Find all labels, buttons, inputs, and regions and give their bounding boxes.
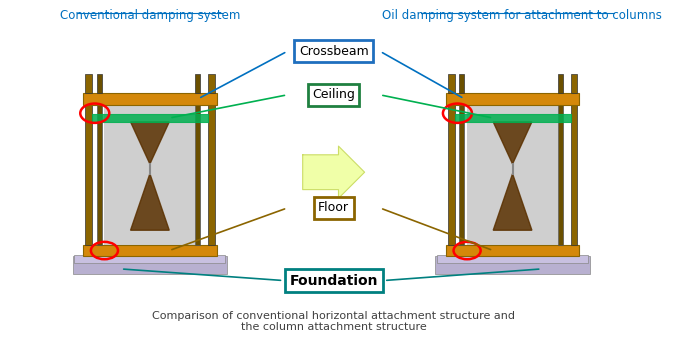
Bar [448, 93, 455, 245]
Bar [195, 93, 200, 245]
Bar [558, 93, 563, 245]
Bar [104, 93, 195, 245]
Bar [97, 74, 101, 93]
Bar [208, 93, 215, 245]
Bar [467, 93, 558, 245]
Bar [571, 74, 578, 93]
Bar [72, 256, 227, 274]
Bar [195, 74, 200, 93]
Polygon shape [130, 122, 169, 164]
Polygon shape [303, 146, 364, 198]
Bar [75, 255, 226, 263]
Bar [83, 93, 217, 105]
Bar [85, 74, 92, 93]
Bar [97, 93, 101, 245]
Bar [446, 93, 580, 105]
Text: Crossbeam: Crossbeam [299, 45, 368, 58]
Bar [455, 114, 571, 122]
Text: Conventional damping system: Conventional damping system [60, 9, 240, 22]
Text: Ceiling: Ceiling [312, 88, 355, 101]
Bar [85, 93, 92, 245]
Text: Floor: Floor [318, 201, 349, 215]
Text: Oil damping system for attachment to columns: Oil damping system for attachment to col… [382, 9, 662, 22]
Bar [460, 74, 464, 93]
Bar [571, 93, 578, 245]
Bar [92, 114, 208, 122]
Bar [446, 245, 580, 256]
Text: Foundation: Foundation [289, 273, 378, 287]
Bar [437, 255, 588, 263]
Bar [460, 93, 464, 245]
Polygon shape [130, 174, 169, 230]
Bar [448, 74, 455, 93]
Bar [435, 256, 590, 274]
Bar [83, 245, 217, 256]
Text: Comparison of conventional horizontal attachment structure and
the column attach: Comparison of conventional horizontal at… [152, 311, 515, 332]
Polygon shape [493, 122, 532, 164]
Bar [208, 74, 215, 93]
Polygon shape [493, 174, 532, 230]
Bar [558, 74, 563, 93]
